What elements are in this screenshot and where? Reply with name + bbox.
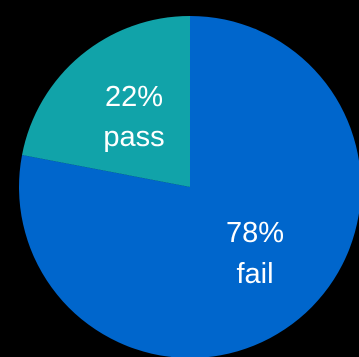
slice-label-fail-category: fail <box>236 258 273 290</box>
slice-label-pass-category: pass <box>103 121 164 153</box>
pie-slices <box>19 16 359 357</box>
pie-slice-pass <box>22 16 190 187</box>
slice-label-pass-percent: 22% <box>105 81 163 113</box>
pie-slice-fail <box>19 16 359 357</box>
pie-labels: 78% fail 22% pass <box>103 81 284 290</box>
slice-label-fail-percent: 78% <box>226 217 284 249</box>
